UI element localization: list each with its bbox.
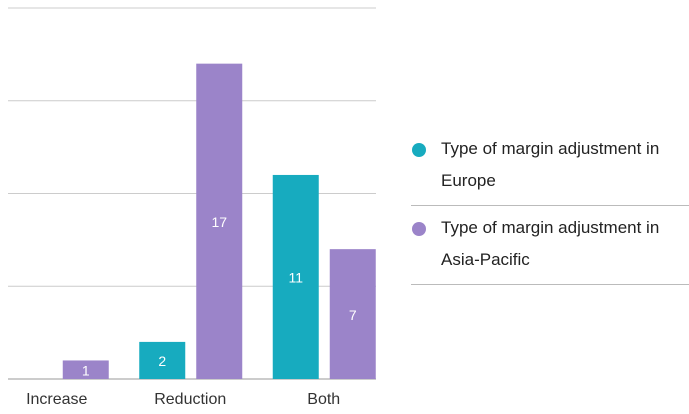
bar bbox=[329, 249, 376, 379]
value-label: 7 bbox=[349, 307, 357, 323]
x-tick-label: Reduction bbox=[154, 391, 226, 408]
bar bbox=[272, 174, 319, 379]
legend: Type of margin adjustment in Europe Type … bbox=[411, 127, 689, 285]
legend-item: Type of margin adjustment in Europe bbox=[411, 127, 689, 206]
legend-marker bbox=[412, 222, 426, 236]
legend-label: Type of margin adjustment in Europe bbox=[441, 139, 660, 190]
x-tick-label: Both bbox=[307, 391, 340, 408]
x-tick-label: Increase bbox=[26, 391, 87, 408]
value-label: 2 bbox=[158, 353, 166, 369]
bar bbox=[62, 360, 109, 379]
legend-label: Type of margin adjustment in Asia-Pacifi… bbox=[441, 218, 660, 269]
value-label: 1 bbox=[82, 362, 90, 378]
legend-marker bbox=[412, 143, 426, 157]
value-label: 11 bbox=[288, 270, 303, 286]
value-label: 17 bbox=[211, 214, 227, 230]
legend-item: Type of margin adjustment in Asia-Pacifi… bbox=[411, 206, 689, 285]
bar bbox=[139, 341, 186, 379]
chart: Increase 1 Reduction 2 17 Both 11 7 bbox=[8, 7, 376, 408]
bar bbox=[196, 63, 243, 380]
